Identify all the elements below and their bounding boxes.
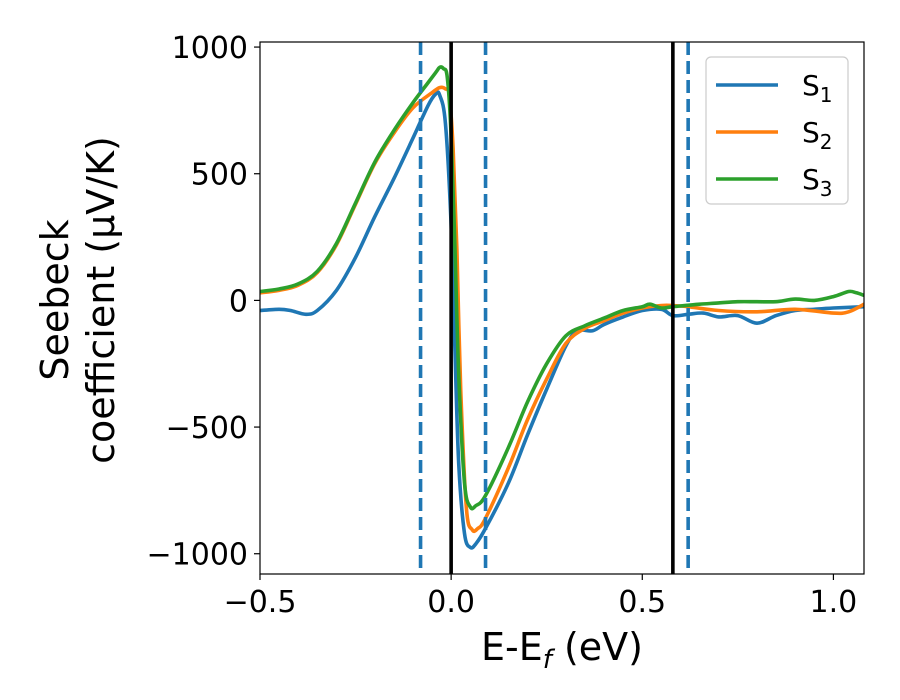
series-line-s3 [260,65,864,511]
y-axis-ticks: −1000 −500 0 500 1000 [147,31,260,573]
legend: S1 S2 S3 [705,56,849,205]
x-axis-label: E-Ef (eV) [481,625,643,675]
plot-frame [259,41,865,575]
x-tick-label: 0.5 [618,585,666,620]
legend-label-s3: S3 [802,163,833,201]
y-tick-label: 500 [191,158,248,193]
legend-label-s1: S1 [802,69,833,107]
y-tick-label: −500 [166,411,248,446]
y-axis-title: Seebeckcoefficient (μV/K) [33,136,123,464]
reference-lines-layer [418,42,690,574]
y-tick-label: −1000 [147,538,248,573]
x-tick-label: 0.0 [427,585,475,620]
y-tick-label: 0 [229,284,248,319]
y-tick-label: 1000 [172,31,248,66]
legend-label-s2: S2 [802,116,833,154]
y-axis-label: Seebeckcoefficient (μV/K) [33,136,123,464]
x-tick-label: 1.0 [810,585,858,620]
x-tick-label: −0.5 [224,585,297,620]
x-axis-ticks: −0.5 0.0 0.5 1.0 [224,574,858,620]
